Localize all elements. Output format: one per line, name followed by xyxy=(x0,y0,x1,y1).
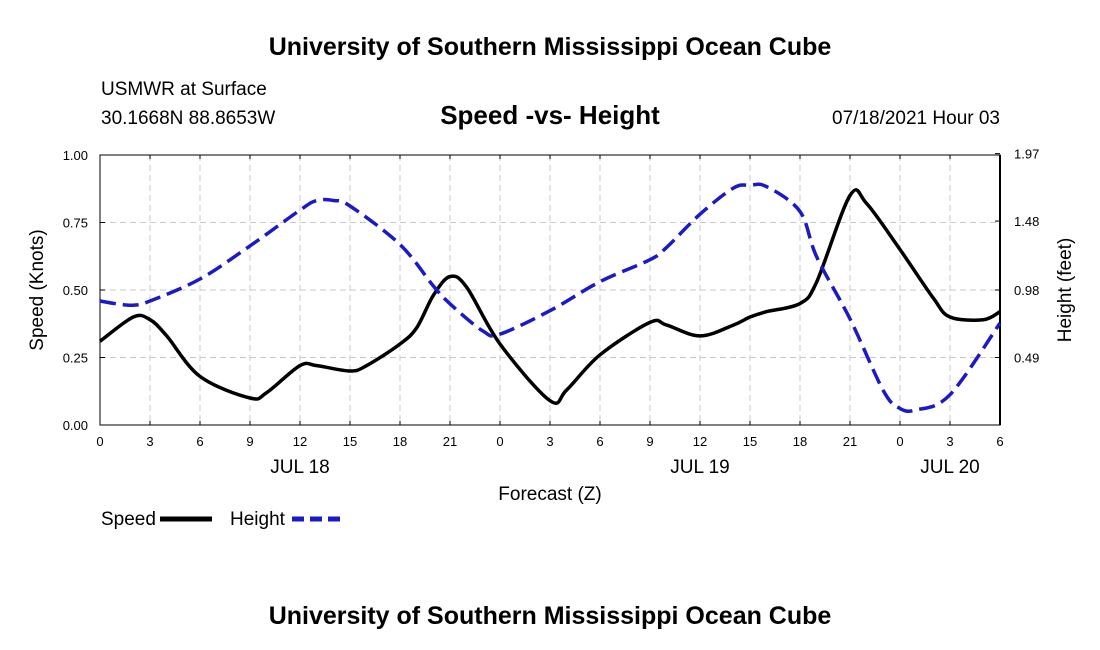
x-tick-label: 6 xyxy=(596,434,603,449)
legend-speed-label: Speed xyxy=(101,509,156,530)
day-label: JUL 20 xyxy=(920,457,980,478)
x-tick-label: 0 xyxy=(496,434,503,449)
y-tick-label: 0.75 xyxy=(63,216,88,231)
x-tick-label: 18 xyxy=(793,434,807,449)
y-tick-label: 0.50 xyxy=(63,283,88,298)
x-tick-label: 3 xyxy=(146,434,153,449)
y-tick-label: 0.00 xyxy=(63,418,88,433)
title-top: University of Southern Mississippi Ocean… xyxy=(269,33,832,61)
x-tick-label: 9 xyxy=(246,434,253,449)
x-tick-label: 0 xyxy=(96,434,103,449)
series-line-speed xyxy=(98,188,1001,405)
y2-tick-label: 0.49 xyxy=(1014,351,1039,366)
x-tick-label: 9 xyxy=(646,434,653,449)
x-tick-label: 15 xyxy=(343,434,357,449)
x-tick-label: 21 xyxy=(843,434,857,449)
day-label: JUL 19 xyxy=(670,457,730,478)
y2-axis-label: Height (feet) xyxy=(1055,238,1076,343)
x-tick-label: 6 xyxy=(196,434,203,449)
x-axis-label: Forecast (Z) xyxy=(498,484,601,505)
x-tick-label: 3 xyxy=(946,434,953,449)
x-tick-label: 12 xyxy=(293,434,307,449)
legend: Speed Height xyxy=(101,509,342,530)
y-axis-label: Speed (Knots) xyxy=(27,229,48,350)
legend-height-label: Height xyxy=(230,509,286,530)
x-tick-label: 15 xyxy=(743,434,757,449)
series-line-height xyxy=(99,182,1002,413)
x-tick-label: 18 xyxy=(393,434,407,449)
y-tick-label: 1.00 xyxy=(63,148,88,163)
station-label: USMWR at Surface xyxy=(101,79,267,100)
axes: 0 3 6 9 12 15 18 21 0 3 6 9 12 15 18 21 0 3 6 0.00 0.25 0.50 0… xyxy=(63,147,1040,478)
coords-label: 30.1668N 88.8653W xyxy=(101,108,275,129)
x-tick-label: 6 xyxy=(996,434,1003,449)
y2-tick-label: 0.98 xyxy=(1014,283,1039,298)
y-tick-label: 0.25 xyxy=(63,351,88,366)
data-series xyxy=(98,182,1002,413)
day-label: JUL 18 xyxy=(270,457,330,478)
y2-tick-label: 1.97 xyxy=(1014,147,1039,162)
x-tick-label: 12 xyxy=(693,434,707,449)
title-bottom: University of Southern Mississippi Ocean… xyxy=(269,602,832,630)
y2-tick-label: 1.48 xyxy=(1014,214,1039,229)
gridlines xyxy=(100,155,1000,425)
x-tick-label: 21 xyxy=(443,434,457,449)
x-tick-label: 0 xyxy=(896,434,903,449)
datetime-label: 07/18/2021 Hour 03 xyxy=(832,108,1000,129)
x-tick-label: 3 xyxy=(546,434,553,449)
chart-heading: Speed -vs- Height xyxy=(440,100,660,130)
